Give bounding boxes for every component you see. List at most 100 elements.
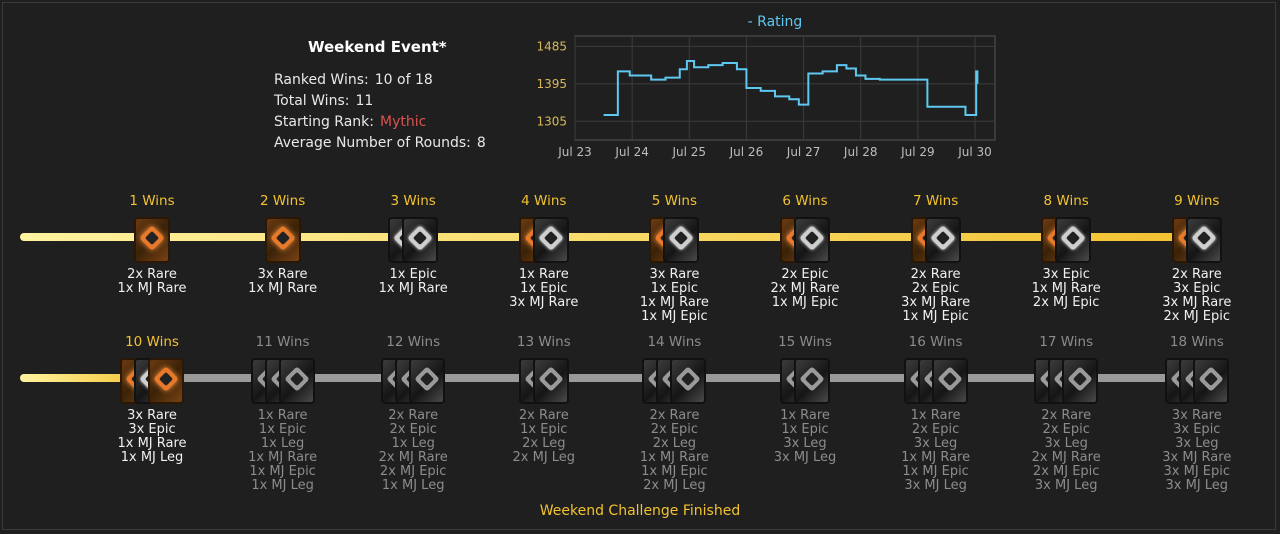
progress-bar-filled: [20, 233, 1197, 241]
reward-item: 2x Epic: [911, 422, 960, 437]
reward-item: 1x Epic: [258, 422, 307, 437]
gem-icon: [799, 366, 825, 392]
reward-list: 2x Rare 2x Epic 2x Leg 1x MJ Rare 1x MJ Epic…: [609, 409, 739, 493]
x-tick-label: Jul 28: [843, 145, 878, 159]
reward-item: 1x MJ Rare: [378, 281, 448, 296]
pack-stack: [649, 217, 700, 263]
reward-list: 2x Rare 1x Epic 2x Leg 2x MJ Leg: [479, 409, 609, 465]
pack-stack: [1041, 217, 1092, 263]
reward-item: 2x MJ Epic: [1032, 464, 1100, 479]
reward-item: 1x Epic: [650, 281, 699, 296]
epic-pack-icon: [409, 358, 446, 404]
starting-rank-row: Starting Rank: Mythic: [274, 114, 426, 130]
reward-item: 3x MJ Rare: [1162, 295, 1232, 310]
reward-item: 3x MJ Leg: [904, 478, 967, 493]
reward-item: 1x Leg: [391, 436, 435, 451]
pack-stack: [910, 217, 961, 263]
reward-item: 2x Epic: [781, 267, 829, 282]
reward-item: 3x Rare: [649, 267, 700, 282]
epic-pack-icon: [532, 217, 569, 263]
y-tick-label: 1485: [536, 39, 567, 53]
epic-pack-icon: [670, 358, 707, 404]
reward-item: 2x MJ Leg: [512, 450, 576, 465]
gem-icon: [668, 225, 695, 251]
legend-entry: - Rating: [748, 14, 803, 30]
reward-item: 2x Rare: [388, 408, 439, 423]
ranked-wins-value: 10 of 18: [374, 72, 433, 88]
reward-item: 2x Leg: [522, 436, 566, 451]
epic-pack-icon: [794, 358, 830, 404]
reward-item: 1x MJ Leg: [381, 478, 445, 493]
milestone-wins-label: 9 Wins: [1174, 193, 1220, 209]
pack-stack: [381, 358, 446, 404]
ranked-wins-row: Ranked Wins: 10 of 18: [274, 72, 433, 88]
milestone-wins-label: 4 Wins: [521, 193, 567, 209]
epic-pack-icon: [1055, 217, 1092, 263]
reward-item: 1x MJ Rare: [117, 436, 187, 451]
reward-item: 1x Rare: [518, 267, 569, 282]
gem-icon: [1067, 366, 1093, 392]
reward-item: 2x MJ Leg: [643, 478, 706, 493]
reward-list: 3x Rare 1x MJ Rare: [218, 268, 348, 296]
reward-item: 1x MJ Rare: [639, 295, 709, 310]
reward-list: 2x Rare 2x Epic 1x Leg 2x MJ Rare 2x MJ Epic…: [348, 409, 478, 493]
pack-stack: [1171, 217, 1222, 263]
rating-chart: Jul 23 Jul 24 Jul 25 Jul 26 Jul 27 Jul 28 Jul …: [536, 14, 996, 159]
milestone-wins-label: 18 Wins: [1169, 334, 1224, 350]
epic-pack-icon: [924, 217, 961, 263]
reward-item: 2x Epic: [389, 422, 437, 437]
reward-item: 1x MJ Leg: [251, 478, 314, 493]
milestone-wins-label: 5 Wins: [651, 193, 698, 209]
epic-pack-icon: [532, 358, 569, 404]
milestone-wins-label: 12 Wins: [386, 334, 441, 350]
x-tick-label: Jul 30: [957, 145, 992, 159]
milestone-wins-label: 10 Wins: [125, 334, 179, 350]
reward-item: 2x MJ Epic: [1032, 295, 1100, 310]
reward-item: 1x MJ Epic: [641, 309, 708, 324]
pack-stack: [780, 217, 830, 263]
reward-item: 1x Epic: [520, 281, 568, 296]
reward-item: 3x MJ Leg: [1034, 478, 1098, 493]
x-tick-label: Jul 23: [557, 145, 592, 159]
x-tick-label: Jul 29: [900, 145, 935, 159]
reward-item: 1x Rare: [257, 408, 308, 423]
milestone-wins-label: 7 Wins: [912, 193, 959, 209]
reward-list: 1x Rare 1x Epic 3x Leg 3x MJ Leg: [740, 409, 870, 465]
total-wins-row: Total Wins: 11: [274, 93, 373, 109]
milestone-wins-label: 3 Wins: [390, 193, 436, 209]
reward-list: 2x Rare 2x Epic 3x MJ Rare 1x MJ Epic: [871, 268, 1001, 324]
pack-stack: [388, 217, 439, 263]
pack-stack: [120, 358, 184, 404]
reward-item: 2x Rare: [910, 267, 961, 282]
x-tick-label: Jul 26: [729, 145, 764, 159]
gem-icon: [538, 225, 564, 251]
epic-pack-icon: [1192, 358, 1229, 404]
reward-item: 3x Rare: [127, 408, 177, 423]
reward-item: 3x Epic: [1173, 422, 1221, 437]
reward-item: 1x MJ Rare: [639, 450, 709, 465]
reward-item: 2x Rare: [518, 408, 569, 423]
reward-item: 1x Leg: [260, 436, 305, 451]
reward-item: 1x Epic: [781, 422, 829, 437]
reward-item: 1x MJ Leg: [120, 450, 184, 465]
reward-item: 3x Epic: [1173, 281, 1221, 296]
x-tick-label: Jul 24: [614, 145, 649, 159]
plot-area: [574, 35, 996, 141]
rare-pack-icon: [134, 217, 170, 263]
reward-item: 2x MJ Epic: [1163, 309, 1231, 324]
epic-pack-icon: [402, 217, 439, 263]
total-wins-label: Total Wins:: [274, 93, 350, 109]
track-1: 1 Wins 2x Rare 1x MJ Rare 2 Wins 3x Rare 1x M…: [0, 193, 1280, 353]
pack-stack: [264, 217, 301, 263]
gem-icon: [269, 225, 296, 251]
reward-item: 3x Leg: [1175, 436, 1219, 451]
rare-pack-icon: [148, 358, 184, 404]
reward-item: 1x MJ Epic: [902, 464, 969, 479]
reward-item: 3x Leg: [913, 436, 958, 451]
gem-icon: [1191, 225, 1217, 251]
reward-item: 1x MJ Epic: [771, 295, 839, 310]
series-line-rating: [603, 59, 979, 117]
gem-icon: [1198, 366, 1224, 392]
reward-item: 2x MJ Rare: [770, 281, 840, 296]
reward-item: 1x Epic: [389, 267, 437, 282]
